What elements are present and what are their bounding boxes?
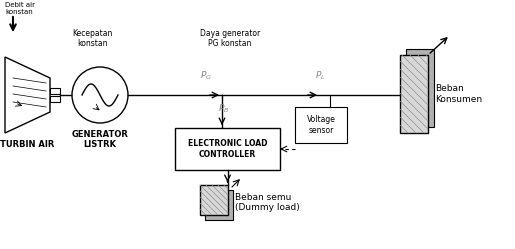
Bar	[200, 185, 228, 215]
Text: Beban
Konsumen: Beban Konsumen	[435, 84, 482, 104]
Bar	[205, 190, 233, 220]
Bar	[400, 55, 428, 133]
Text: TURBIN AIR: TURBIN AIR	[0, 140, 54, 149]
Text: $P_B$: $P_B$	[218, 103, 229, 115]
Text: GENERATOR
LISTRK: GENERATOR LISTRK	[72, 130, 128, 149]
Text: Voltage
sensor: Voltage sensor	[306, 115, 335, 135]
Text: $P_L$: $P_L$	[315, 69, 325, 82]
Bar	[406, 49, 434, 127]
Polygon shape	[5, 57, 50, 133]
Text: $P_G$: $P_G$	[200, 69, 212, 82]
Bar	[50, 88, 60, 94]
Text: Debit air
konstan: Debit air konstan	[5, 2, 35, 15]
Bar	[50, 96, 60, 102]
Circle shape	[72, 67, 128, 123]
Text: ELECTRONIC LOAD
CONTROLLER: ELECTRONIC LOAD CONTROLLER	[188, 139, 267, 159]
Text: Kecepatan
konstan: Kecepatan konstan	[72, 29, 112, 48]
Bar	[295, 107, 347, 143]
Bar	[175, 128, 280, 170]
Text: Beban semu
(Dummy load): Beban semu (Dummy load)	[235, 193, 300, 212]
Text: Daya generator
PG konstan: Daya generator PG konstan	[200, 29, 260, 48]
